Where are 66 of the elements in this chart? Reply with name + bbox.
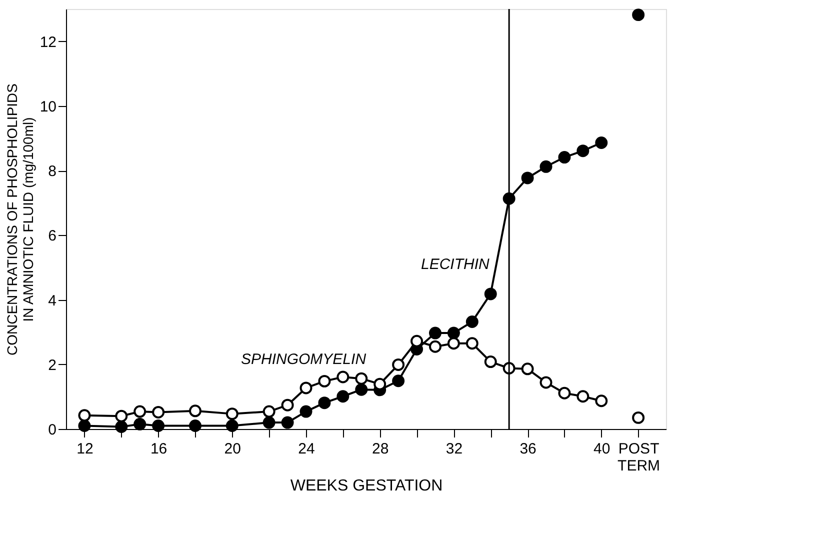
x-tick-label: 20	[224, 440, 241, 458]
point	[540, 376, 552, 389]
x-tick-label: 24	[298, 440, 315, 458]
point	[447, 326, 460, 340]
y-tick-label: 2	[48, 356, 56, 374]
y-tick-label: 6	[48, 228, 56, 245]
point	[152, 406, 165, 418]
point	[558, 386, 571, 400]
annotation: LECITHIN	[421, 256, 490, 273]
x-tick-label: POST TERM	[618, 440, 660, 474]
point	[355, 383, 368, 396]
annotation: SPHINGOMYELIN	[241, 351, 366, 368]
point	[355, 372, 368, 385]
point	[318, 396, 331, 410]
point	[188, 420, 202, 432]
point	[466, 316, 478, 328]
x-tick-label: 36	[520, 440, 536, 458]
y-tick-label: 10	[40, 98, 56, 116]
point	[392, 358, 405, 371]
point	[262, 416, 276, 429]
point	[576, 390, 590, 403]
point	[466, 337, 478, 350]
point	[447, 337, 460, 350]
point	[484, 356, 497, 368]
point	[152, 420, 165, 432]
point	[134, 418, 146, 430]
point	[428, 326, 442, 340]
point	[134, 405, 146, 418]
point	[188, 404, 202, 418]
point	[558, 151, 571, 164]
point	[226, 420, 238, 432]
point	[226, 408, 238, 420]
point	[540, 160, 552, 173]
point	[336, 390, 350, 403]
point	[595, 136, 608, 149]
point	[521, 172, 534, 184]
point	[78, 420, 91, 432]
y-tick-label: 12	[40, 34, 56, 51]
x-tick-label: 12	[76, 440, 94, 458]
point	[392, 374, 405, 388]
point	[336, 370, 350, 384]
point	[428, 340, 442, 353]
point	[115, 420, 128, 433]
point	[281, 398, 294, 412]
point	[318, 374, 331, 388]
x-axis-title: WEEKS GESTATION	[290, 478, 443, 494]
point	[78, 409, 91, 422]
point	[300, 405, 312, 418]
point	[632, 8, 645, 22]
y-axis-title: CONCENTRATIONS OF PHOSPHOLIPIDS IN AMNIOTIC FLUID (mg/100ml)	[4, 84, 36, 356]
point	[115, 410, 128, 422]
y-tick-label: 0	[48, 422, 56, 438]
point	[632, 411, 645, 424]
x-tick-label: 16	[150, 440, 168, 458]
point	[281, 416, 294, 429]
x-tick-label: 40	[594, 440, 610, 458]
point	[521, 362, 534, 376]
point	[262, 405, 276, 418]
point	[484, 288, 497, 300]
y-tick-label: 4	[48, 292, 56, 310]
x-tick-label: 28	[372, 440, 389, 458]
x-tick-label: 32	[446, 440, 463, 458]
point	[595, 394, 608, 408]
point	[576, 144, 590, 158]
point	[300, 382, 312, 394]
y-tick-label: 8	[48, 163, 56, 180]
